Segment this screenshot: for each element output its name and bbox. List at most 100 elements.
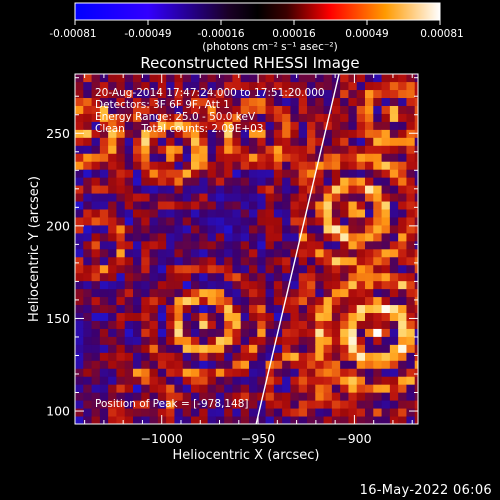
heatmap-cell xyxy=(348,264,358,274)
heatmap-cell xyxy=(273,352,283,361)
heatmap-cell xyxy=(91,177,101,186)
heatmap-cell xyxy=(323,352,333,361)
heatmap-cell xyxy=(232,360,242,369)
heatmap-cell xyxy=(240,105,250,114)
heatmap-cell xyxy=(340,304,349,314)
heatmap-cell xyxy=(174,376,184,385)
heatmap-cell xyxy=(389,336,399,345)
heatmap-cell xyxy=(265,304,275,314)
heatmap-cell xyxy=(307,97,316,106)
heatmap-cell xyxy=(83,224,93,234)
heatmap-cell xyxy=(331,280,341,290)
heatmap-cell xyxy=(182,288,192,298)
heatmap-cell xyxy=(290,288,300,298)
heatmap-cell xyxy=(199,288,209,298)
heatmap-cell xyxy=(373,320,383,329)
heatmap-cell xyxy=(307,137,316,146)
heatmap-cell xyxy=(99,240,109,250)
heatmap-cell xyxy=(265,256,275,266)
heatmap-cell xyxy=(141,161,151,170)
heatmap-cell xyxy=(207,368,217,377)
heatmap-cell xyxy=(124,336,134,345)
heatmap-cell xyxy=(124,97,134,106)
heatmap-cell xyxy=(340,169,349,178)
heatmap-cell xyxy=(207,264,217,274)
heatmap-cell xyxy=(331,288,341,298)
heatmap-cell xyxy=(99,248,109,258)
heatmap-cell xyxy=(398,352,407,361)
heatmap-cell xyxy=(124,193,134,202)
heatmap-cell xyxy=(365,280,374,290)
heatmap-cell xyxy=(199,97,209,106)
heatmap-cell xyxy=(331,137,341,146)
heatmap-cell xyxy=(166,177,175,186)
heatmap-cell xyxy=(315,336,325,345)
heatmap-cell xyxy=(331,177,341,186)
heatmap-cell xyxy=(398,280,407,290)
heatmap-cell xyxy=(257,304,267,314)
heatmap-cell xyxy=(315,224,325,234)
heatmap-cells xyxy=(75,74,418,424)
heatmap-cell xyxy=(373,280,383,290)
heatmap-cell xyxy=(224,280,233,290)
heatmap-cell xyxy=(174,320,184,329)
heatmap-cell xyxy=(240,74,250,83)
heatmap-cell xyxy=(191,416,200,424)
heatmap-cell xyxy=(199,280,209,290)
heatmap-cell xyxy=(149,240,159,250)
heatmap-cell xyxy=(124,121,134,130)
heatmap-cell xyxy=(331,201,341,210)
heatmap-cell xyxy=(141,145,151,154)
heatmap-cell xyxy=(273,304,283,314)
heatmap-cell xyxy=(116,129,126,138)
heatmap-cell xyxy=(340,272,349,282)
heatmap-cell xyxy=(174,193,184,202)
heatmap-cell xyxy=(224,145,233,154)
heatmap-cell xyxy=(149,185,159,194)
heatmap-cell xyxy=(298,232,308,242)
heatmap-cell xyxy=(75,312,84,321)
heatmap-cell xyxy=(273,145,283,154)
heatmap-cell xyxy=(149,153,159,162)
heatmap-cell xyxy=(298,328,308,337)
heatmap-cell xyxy=(108,256,117,266)
heatmap-cell xyxy=(166,288,175,298)
heatmap-cell xyxy=(381,296,391,306)
heatmap-cell xyxy=(199,384,209,393)
heatmap-cell xyxy=(191,328,200,337)
heatmap-cell xyxy=(99,336,109,345)
heatmap-cell xyxy=(323,137,333,146)
heatmap-cell xyxy=(133,161,142,170)
heatmap-cell xyxy=(414,97,418,106)
heatmap-cell xyxy=(265,89,275,99)
heatmap-cell xyxy=(116,368,126,377)
heatmap-cell xyxy=(157,169,167,178)
heatmap-cell xyxy=(182,368,192,377)
heatmap-cell xyxy=(273,89,283,99)
heatmap-cell xyxy=(307,89,316,99)
heatmap-cell xyxy=(373,113,383,122)
heatmap-cell xyxy=(124,209,134,218)
heatmap-cell xyxy=(207,416,217,424)
heatmap-cell xyxy=(91,344,101,353)
heatmap-cell xyxy=(373,344,383,353)
heatmap-cell xyxy=(124,256,134,266)
heatmap-cell xyxy=(174,352,184,361)
heatmap-cell xyxy=(133,336,142,345)
heatmap-cell xyxy=(265,232,275,242)
heatmap-cell xyxy=(149,232,159,242)
heatmap-cell xyxy=(389,416,399,424)
heatmap-cell xyxy=(232,344,242,353)
heatmap-cell xyxy=(99,344,109,353)
heatmap-cell xyxy=(199,232,209,242)
heatmap-cell xyxy=(406,272,416,282)
heatmap-cell xyxy=(207,384,217,393)
heatmap-cell xyxy=(182,105,192,114)
heatmap-cell xyxy=(265,320,275,329)
heatmap-cell xyxy=(207,177,217,186)
heatmap-cell xyxy=(406,344,416,353)
heatmap-cell xyxy=(116,344,126,353)
heatmap-cell xyxy=(282,89,291,99)
heatmap-cell xyxy=(157,89,167,99)
heatmap-cell xyxy=(406,360,416,369)
